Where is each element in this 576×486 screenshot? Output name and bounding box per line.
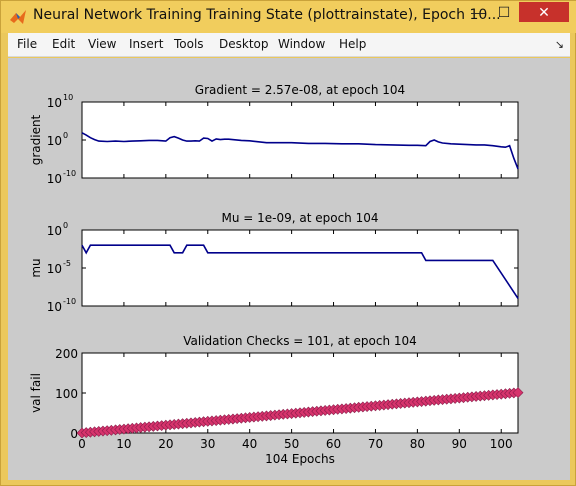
y-axis-label: mu	[29, 258, 43, 277]
menu-tools[interactable]: Tools	[174, 37, 204, 51]
plots-svg: Gradient = 2.57e-08, at epoch 104 gradien…	[29, 83, 524, 466]
y-axis-label: val fail	[29, 373, 43, 413]
y-tick-exponent: 0	[63, 131, 68, 140]
title-bar[interactable]: Neural Network Training Training State (…	[1, 1, 576, 33]
x-tick-label: 80	[410, 437, 425, 451]
figure-canvas: Gradient = 2.57e-08, at epoch 104 gradien…	[8, 58, 570, 480]
axes-box	[81, 352, 519, 434]
x-tick-label: 10	[116, 437, 131, 451]
y-tick-exponent: -10	[63, 169, 76, 178]
x-tick-label: 60	[326, 437, 341, 451]
series-line	[81, 244, 519, 299]
menu-view[interactable]: View	[88, 37, 117, 51]
axes-box	[81, 229, 519, 307]
axes-title: Mu = 1e-09, at epoch 104	[221, 211, 378, 225]
matlab-app-icon	[10, 10, 26, 24]
menu-help[interactable]: Help	[339, 37, 367, 51]
y-tick-label: 10	[47, 134, 62, 148]
y-tick-label: 10	[47, 172, 62, 186]
menu-desktop[interactable]: Desktop	[219, 37, 269, 51]
y-tick-label: 0	[70, 427, 78, 441]
axes-title: Validation Checks = 101, at epoch 104	[183, 334, 417, 348]
menu-bar: File Edit View Insert Tools Desktop Wind…	[8, 33, 570, 57]
axes-panel-3: Validation Checks = 101, at epoch 104 val…	[29, 334, 524, 466]
y-tick-exponent: 0	[63, 221, 68, 230]
minimize-button[interactable]: —	[471, 4, 485, 20]
series-line	[81, 132, 519, 170]
y-axis-label: gradient	[29, 114, 43, 165]
y-tick-exponent: -10	[63, 297, 76, 306]
y-tick-label: 200	[55, 347, 78, 361]
x-axis-label: 104 Epochs	[265, 452, 335, 466]
x-tick-label: 90	[452, 437, 467, 451]
dock-arrow-icon[interactable]: ↘	[554, 39, 564, 51]
menu-edit[interactable]: Edit	[52, 37, 76, 51]
close-button[interactable]: ✕	[519, 2, 569, 22]
x-tick-label: 40	[242, 437, 257, 451]
x-tick-label: 0	[78, 437, 86, 451]
axes-title: Gradient = 2.57e-08, at epoch 104	[195, 83, 405, 97]
window-title: Neural Network Training Training State (…	[33, 7, 501, 23]
y-tick-exponent: 10	[63, 93, 73, 102]
x-tick-label: 70	[368, 437, 383, 451]
y-tick-label: 10	[47, 262, 62, 276]
marker-group	[76, 387, 524, 439]
x-tick-label: 50	[284, 437, 299, 451]
data-point-marker	[512, 387, 524, 399]
y-tick-label: 10	[47, 96, 62, 110]
y-tick-label: 10	[47, 300, 62, 314]
axes-panel-1: Gradient = 2.57e-08, at epoch 104 gradien…	[29, 83, 519, 186]
menu-insert[interactable]: Insert	[129, 37, 164, 51]
menu-window[interactable]: Window	[278, 37, 326, 51]
maximize-button[interactable]: ☐	[497, 3, 511, 20]
x-tick-label: 20	[158, 437, 173, 451]
x-tick-label: 100	[490, 437, 513, 451]
x-tick-label: 30	[200, 437, 215, 451]
menu-file[interactable]: File	[17, 37, 38, 51]
y-tick-label: 100	[55, 387, 78, 401]
y-tick-exponent: -5	[63, 259, 71, 268]
y-tick-label: 10	[47, 224, 62, 238]
